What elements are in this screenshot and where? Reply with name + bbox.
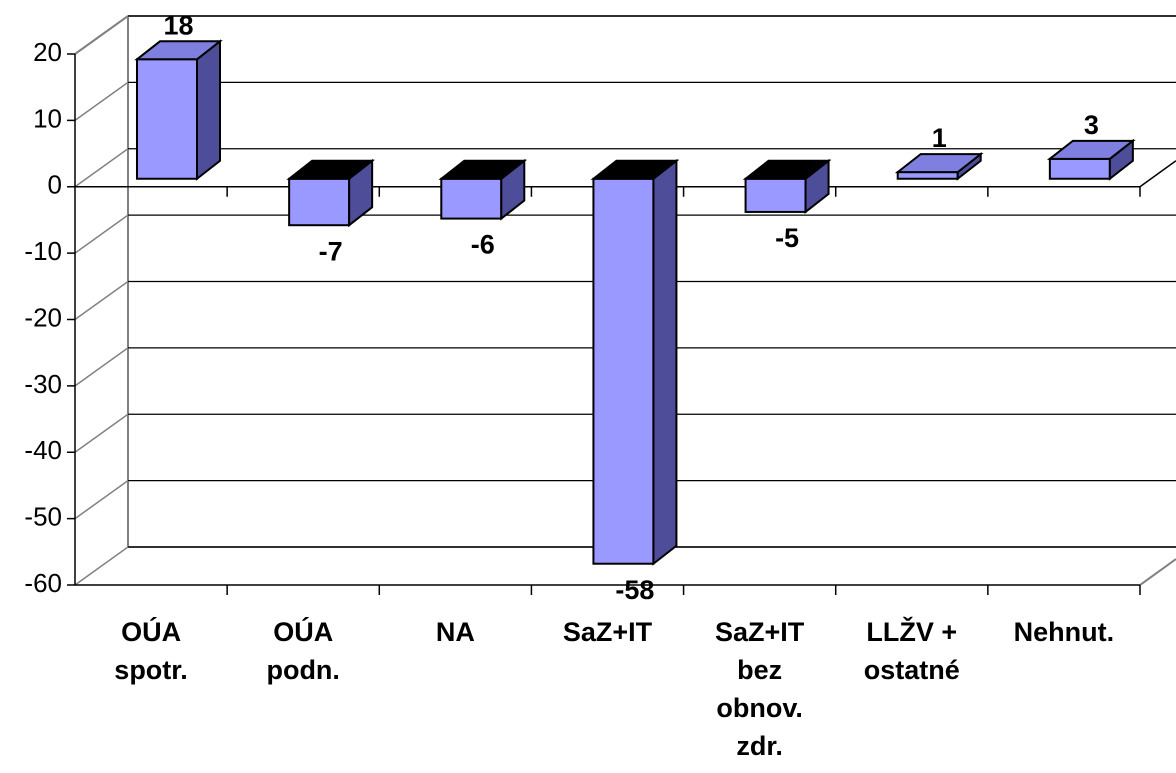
x-tick-label: SaZ+IT bbox=[562, 617, 653, 647]
bar-top bbox=[590, 159, 680, 180]
bar-top bbox=[286, 159, 376, 180]
grid-line bbox=[74, 148, 129, 188]
grid-line bbox=[74, 280, 129, 321]
floor-edge bbox=[1139, 558, 1176, 586]
y-tick-label: 10 bbox=[33, 103, 62, 133]
data-label: -5 bbox=[775, 223, 799, 253]
bar-side bbox=[196, 39, 221, 181]
grid-line bbox=[74, 214, 129, 254]
grid-line bbox=[74, 413, 129, 453]
bar-top bbox=[134, 40, 223, 61]
y-tick-label: -40 bbox=[24, 435, 62, 465]
grid-line bbox=[74, 546, 129, 586]
x-tick-label: LLŽV + ostatné bbox=[863, 617, 960, 685]
x-tick-label: OÚA spotr. bbox=[114, 617, 188, 685]
y-tick-label: -10 bbox=[24, 236, 62, 266]
grid-line bbox=[74, 347, 129, 387]
bar-side bbox=[652, 158, 678, 566]
x-tick-label: SaZ+IT bez obnov. zdr. bbox=[715, 617, 805, 761]
y-tick-label: -30 bbox=[24, 369, 62, 399]
y-tick-label: -50 bbox=[24, 502, 62, 532]
bar bbox=[744, 177, 807, 213]
bar bbox=[440, 177, 503, 220]
data-label: -6 bbox=[471, 230, 495, 260]
x-tick-label: Nehnut. bbox=[1013, 617, 1115, 647]
data-label: -58 bbox=[615, 575, 654, 605]
bar-top bbox=[438, 159, 528, 180]
y-tick-label: -60 bbox=[24, 568, 62, 598]
data-label: 1 bbox=[932, 123, 947, 153]
bar-top bbox=[1046, 139, 1136, 160]
data-label: 3 bbox=[1084, 110, 1099, 140]
y-tick-label: -20 bbox=[24, 302, 62, 332]
bar-top bbox=[894, 153, 984, 174]
bar bbox=[592, 177, 655, 565]
y-tick-label: 20 bbox=[33, 37, 62, 67]
zero-edge bbox=[1139, 160, 1176, 188]
grid-line bbox=[74, 81, 129, 121]
grid-line bbox=[74, 15, 129, 55]
bar-top bbox=[742, 159, 832, 180]
data-label: -7 bbox=[319, 236, 343, 266]
bar bbox=[136, 58, 198, 180]
x-tick-label: OÚA podn. bbox=[266, 617, 340, 685]
bar bbox=[288, 177, 351, 227]
y-tick-label: 0 bbox=[48, 170, 62, 200]
bar bbox=[1048, 157, 1111, 180]
x-tick-label: NA bbox=[435, 617, 475, 647]
grid-line bbox=[74, 480, 129, 520]
data-label: 18 bbox=[163, 10, 193, 40]
